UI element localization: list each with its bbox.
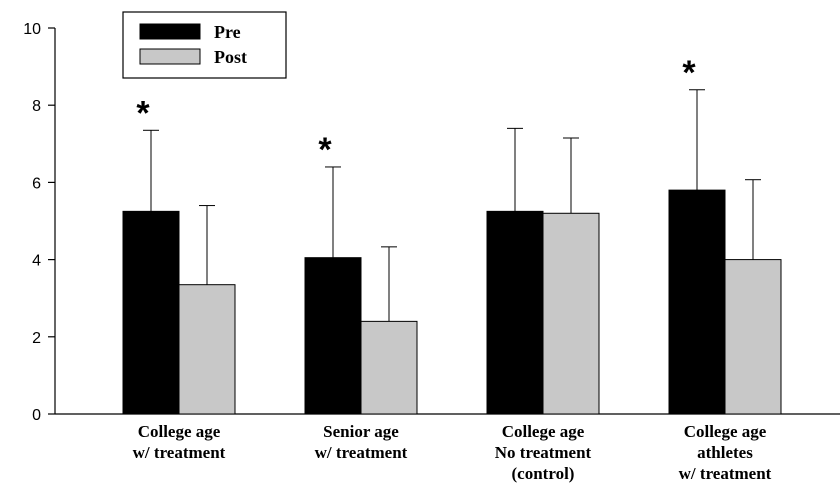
bar-post-0: [178, 284, 236, 415]
bar-post-3: [724, 259, 782, 415]
category-label: w/ treatment: [679, 464, 772, 483]
bar-pre-2: [486, 210, 544, 415]
category-label: College age: [684, 422, 767, 441]
y-tick-label: 4: [32, 253, 41, 270]
legend-swatch-pre: [139, 23, 201, 40]
bar-pre-3: [668, 189, 726, 415]
bar-post-1: [360, 320, 418, 415]
significance-marker: *: [136, 94, 150, 132]
category-label: No treatment: [495, 443, 592, 462]
bars: [122, 89, 782, 415]
bar-post-2: [542, 212, 600, 415]
significance-marker: *: [682, 54, 696, 92]
significance-marker: *: [318, 131, 332, 169]
y-tick-label: 8: [32, 98, 41, 115]
legend-label-pre: Pre: [214, 22, 241, 42]
legend: Pre Post: [122, 11, 287, 79]
y-tick-label: 6: [32, 175, 41, 192]
bar-pre-0: [122, 210, 180, 415]
category-label: (control): [512, 464, 575, 483]
category-label: College age: [138, 422, 221, 441]
legend-label-post: Post: [214, 47, 247, 67]
bar-pre-1: [304, 257, 362, 415]
legend-swatch-post: [139, 48, 201, 65]
category-label: athletes: [697, 443, 753, 462]
y-tick-label: 0: [32, 407, 41, 424]
category-label: College age: [502, 422, 585, 441]
category-label: Senior age: [323, 422, 399, 441]
y-tick-label: 10: [23, 21, 41, 38]
labels: * * * College age w/ treatment Senior age w/ t…: [133, 54, 772, 483]
legend-box: [122, 11, 287, 79]
category-label: w/ treatment: [133, 443, 226, 462]
category-label: w/ treatment: [315, 443, 408, 462]
y-tick-label: 2: [32, 330, 41, 347]
